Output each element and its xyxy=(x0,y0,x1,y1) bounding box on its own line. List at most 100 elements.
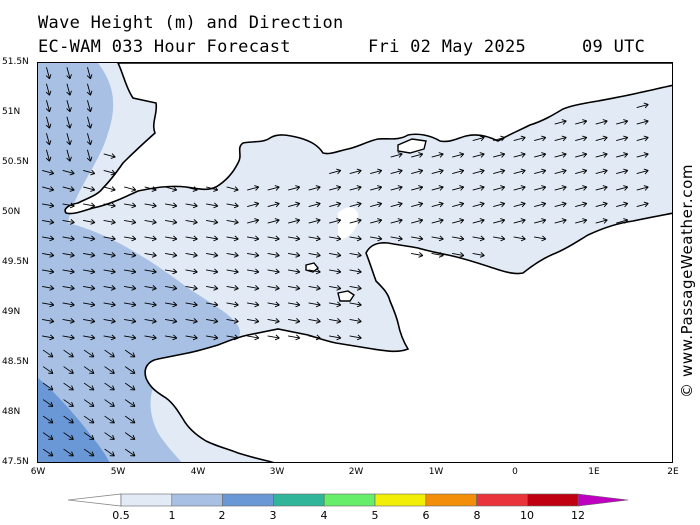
wave-direction-arrow xyxy=(124,268,137,275)
wave-direction-arrow xyxy=(62,219,75,225)
wave-direction-arrow xyxy=(513,235,526,242)
legend-label: 5 xyxy=(371,509,379,522)
wave-direction-arrow xyxy=(103,318,116,324)
wave-direction-arrow xyxy=(165,268,178,275)
wave-direction-arrow xyxy=(124,349,136,358)
wave-direction-arrow xyxy=(83,268,96,275)
wave-direction-arrow xyxy=(370,201,383,208)
wave-direction-arrow xyxy=(42,235,55,242)
wave-direction-arrow xyxy=(63,366,74,374)
wave-direction-arrow xyxy=(554,152,567,158)
wave-direction-arrow xyxy=(349,168,362,175)
wave-direction-arrow xyxy=(165,318,178,324)
lon-label: 1W xyxy=(428,467,444,477)
wave-direction-arrow xyxy=(103,219,116,225)
wave-direction-arrow xyxy=(86,133,93,146)
wave-direction-arrow xyxy=(165,186,178,192)
wave-direction-arrow xyxy=(144,334,157,341)
wave-direction-arrow xyxy=(452,185,465,191)
wave-direction-arrow xyxy=(144,186,157,192)
wave-direction-arrow xyxy=(45,67,52,80)
wave-direction-arrow xyxy=(42,448,54,457)
wave-direction-arrow xyxy=(185,202,198,209)
wave-direction-arrow xyxy=(165,301,178,308)
wave-direction-arrow xyxy=(247,252,260,258)
legend-swatch xyxy=(222,493,274,507)
wave-direction-arrow xyxy=(595,218,608,224)
wave-direction-arrow xyxy=(42,415,54,424)
wave-direction-arrow xyxy=(329,285,342,291)
england-land xyxy=(64,63,672,215)
wave-direction-arrow xyxy=(42,432,54,440)
wave-direction-arrow xyxy=(124,202,137,209)
wave-direction-arrow xyxy=(349,268,362,275)
wave-direction-arrow xyxy=(144,235,157,242)
wave-direction-arrow xyxy=(206,268,219,275)
wave-direction-arrow xyxy=(247,334,260,341)
legend-label: 10 xyxy=(520,509,534,522)
wave-direction-arrow xyxy=(206,301,219,308)
wave-direction-arrow xyxy=(62,301,75,308)
wave-direction-arrow xyxy=(452,152,465,158)
lon-label: 2W xyxy=(348,467,364,477)
wave-direction-arrow xyxy=(636,168,649,175)
wave-direction-arrow xyxy=(42,169,55,176)
wave-direction-arrow xyxy=(124,448,136,457)
wave-direction-arrow xyxy=(575,185,588,191)
wave-direction-arrow xyxy=(185,268,198,275)
wave-direction-arrow xyxy=(144,301,157,308)
wave-direction-arrow xyxy=(390,235,403,242)
wave-direction-arrow xyxy=(103,301,116,308)
lat-label: 48.5N xyxy=(2,357,29,367)
wave-direction-arrow xyxy=(329,318,342,324)
wave-direction-arrow xyxy=(83,301,96,308)
wave-direction-arrow xyxy=(83,399,95,407)
wave-direction-arrow xyxy=(575,119,588,125)
wave-direction-arrow xyxy=(226,202,239,209)
legend-label: 8 xyxy=(473,509,481,522)
wave-direction-arrow xyxy=(83,252,96,258)
legend-low-arrow xyxy=(68,493,122,507)
wave-direction-arrow xyxy=(66,67,72,80)
wave-direction-arrow xyxy=(390,218,403,224)
wave-map-canvas xyxy=(38,63,672,462)
wave-direction-arrow xyxy=(267,201,280,208)
wave-direction-arrow xyxy=(349,235,362,242)
france-land xyxy=(144,212,672,462)
wave-direction-arrow xyxy=(308,218,321,224)
wave-direction-arrow xyxy=(42,219,55,225)
wave-direction-arrow xyxy=(144,268,157,275)
lat-label: 49N xyxy=(2,307,21,317)
wave-direction-arrow xyxy=(452,201,465,208)
wave-direction-arrow xyxy=(103,153,116,159)
legend-swatch xyxy=(527,493,579,507)
chart-title: Wave Height (m) and Direction xyxy=(38,13,344,33)
wave-direction-arrow xyxy=(103,252,116,258)
lon-label: 3W xyxy=(269,467,285,477)
wave-map xyxy=(37,62,673,463)
wave-direction-arrow xyxy=(165,252,178,258)
wave-direction-arrow xyxy=(42,334,55,341)
wave-direction-arrow xyxy=(45,100,52,113)
wave-direction-arrow xyxy=(165,235,178,242)
wave-direction-arrow xyxy=(349,185,362,191)
wave-direction-arrow xyxy=(267,185,280,191)
wave-direction-arrow xyxy=(452,168,465,175)
wave-direction-arrow xyxy=(534,135,547,142)
wave-direction-arrow xyxy=(390,168,403,175)
wave-direction-arrow xyxy=(206,202,219,209)
wave-direction-arrow xyxy=(42,268,55,275)
wave-direction-arrow xyxy=(103,285,116,291)
wave-direction-arrow xyxy=(206,186,219,192)
wave-direction-arrow xyxy=(83,186,96,192)
wave-direction-arrow xyxy=(349,201,362,208)
wave-direction-arrow xyxy=(124,318,137,324)
wave-direction-arrow xyxy=(66,116,72,129)
wave-direction-arrow xyxy=(308,201,321,208)
wave-direction-arrow xyxy=(104,399,115,407)
wave-direction-arrow xyxy=(534,218,547,224)
wave-direction-arrow xyxy=(349,218,362,224)
legend-swatch xyxy=(323,493,376,507)
wave-direction-arrow xyxy=(431,185,444,191)
wave-direction-arrow xyxy=(206,219,219,225)
